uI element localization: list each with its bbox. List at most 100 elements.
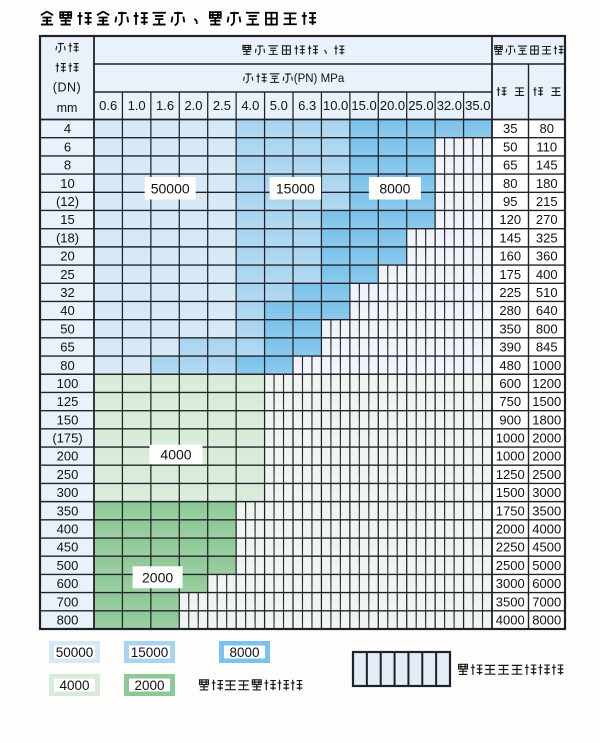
svg-text:2000: 2000 — [142, 569, 173, 585]
svg-text:80: 80 — [540, 121, 554, 136]
svg-text:6: 6 — [64, 139, 71, 154]
svg-text:280: 280 — [499, 303, 521, 318]
svg-text:450: 450 — [57, 540, 79, 555]
svg-text:32: 32 — [60, 285, 74, 300]
svg-text:8: 8 — [64, 158, 71, 173]
svg-text:4000: 4000 — [160, 447, 191, 463]
svg-text:8000: 8000 — [229, 645, 259, 660]
svg-text:10: 10 — [60, 176, 74, 191]
svg-text:2.5: 2.5 — [213, 98, 231, 113]
svg-text:360: 360 — [536, 249, 558, 264]
svg-text:1250: 1250 — [496, 467, 525, 482]
svg-text:3000: 3000 — [532, 485, 561, 500]
svg-text:180: 180 — [536, 176, 558, 191]
svg-text:1000: 1000 — [532, 358, 561, 373]
svg-text:1800: 1800 — [532, 412, 561, 427]
svg-text:15: 15 — [60, 212, 74, 227]
svg-text:1.0: 1.0 — [128, 98, 146, 113]
svg-text:2000: 2000 — [496, 522, 525, 537]
svg-text:700: 700 — [57, 594, 79, 609]
svg-text:350: 350 — [499, 321, 521, 336]
svg-text:50: 50 — [503, 139, 517, 154]
svg-text:80: 80 — [503, 176, 517, 191]
svg-text:800: 800 — [536, 321, 558, 336]
svg-text:4.0: 4.0 — [241, 98, 259, 113]
svg-text:3000: 3000 — [496, 576, 525, 591]
svg-text:270: 270 — [536, 212, 558, 227]
svg-text:80: 80 — [60, 358, 74, 373]
svg-text:3500: 3500 — [496, 594, 525, 609]
svg-text:1000: 1000 — [496, 449, 525, 464]
svg-text:(PN) MPa: (PN) MPa — [294, 73, 345, 85]
svg-text:2250: 2250 — [496, 540, 525, 555]
svg-text:65: 65 — [503, 158, 517, 173]
svg-text:125: 125 — [57, 394, 79, 409]
svg-text:175: 175 — [499, 267, 521, 282]
svg-text:300: 300 — [57, 485, 79, 500]
svg-text:4000: 4000 — [532, 522, 561, 537]
svg-text:325: 325 — [536, 230, 558, 245]
svg-text:200: 200 — [57, 449, 79, 464]
svg-text:2500: 2500 — [532, 467, 561, 482]
svg-text:50000: 50000 — [151, 180, 190, 196]
svg-text:225: 225 — [499, 285, 521, 300]
svg-text:800: 800 — [57, 613, 79, 628]
svg-text:1000: 1000 — [496, 431, 525, 446]
svg-text:400: 400 — [57, 522, 79, 537]
svg-text:(DN): (DN) — [53, 81, 81, 95]
svg-text:7000: 7000 — [532, 594, 561, 609]
svg-text:4500: 4500 — [532, 540, 561, 555]
svg-text:145: 145 — [499, 230, 521, 245]
svg-text:2000: 2000 — [532, 431, 561, 446]
svg-text:390: 390 — [499, 340, 521, 355]
svg-text:6.3: 6.3 — [298, 98, 316, 113]
svg-text:900: 900 — [499, 412, 521, 427]
svg-text:15.0: 15.0 — [351, 98, 376, 113]
svg-text:5000: 5000 — [532, 558, 561, 573]
svg-text:65: 65 — [60, 340, 74, 355]
svg-text:4000: 4000 — [496, 613, 525, 628]
svg-text:120: 120 — [499, 212, 521, 227]
svg-text:1750: 1750 — [496, 503, 525, 518]
svg-text:35: 35 — [503, 121, 517, 136]
svg-text:480: 480 — [499, 358, 521, 373]
svg-text:2000: 2000 — [134, 678, 164, 693]
svg-text:6000: 6000 — [532, 576, 561, 591]
svg-text:600: 600 — [499, 376, 521, 391]
svg-text:2000: 2000 — [532, 449, 561, 464]
svg-text:15000: 15000 — [276, 180, 315, 196]
svg-text:640: 640 — [536, 303, 558, 318]
svg-text:0.6: 0.6 — [99, 98, 117, 113]
svg-text:35.0: 35.0 — [465, 98, 490, 113]
svg-text:8000: 8000 — [379, 180, 410, 196]
svg-text:150: 150 — [57, 412, 79, 427]
svg-text:95: 95 — [503, 194, 517, 209]
svg-text:110: 110 — [536, 139, 557, 154]
svg-text:600: 600 — [57, 576, 79, 591]
svg-text:25.0: 25.0 — [408, 98, 433, 113]
svg-text:50: 50 — [60, 321, 74, 336]
svg-text:500: 500 — [57, 558, 79, 573]
svg-text:3500: 3500 — [532, 503, 561, 518]
svg-text:50000: 50000 — [56, 645, 94, 660]
svg-text:4000: 4000 — [59, 678, 89, 693]
svg-text:1.6: 1.6 — [156, 98, 174, 113]
svg-text:40: 40 — [60, 303, 74, 318]
svg-text:750: 750 — [499, 394, 521, 409]
svg-text:4: 4 — [64, 121, 71, 136]
svg-text:510: 510 — [536, 285, 558, 300]
svg-text:(175): (175) — [52, 431, 82, 446]
svg-text:2.0: 2.0 — [184, 98, 202, 113]
svg-text:250: 250 — [57, 467, 79, 482]
svg-text:10.0: 10.0 — [323, 98, 348, 113]
svg-text:mm: mm — [57, 101, 78, 115]
svg-text:5.0: 5.0 — [270, 98, 288, 113]
svg-text:1200: 1200 — [532, 376, 561, 391]
svg-text:215: 215 — [536, 194, 558, 209]
svg-text:20: 20 — [60, 249, 74, 264]
svg-text:350: 350 — [57, 503, 79, 518]
svg-text:400: 400 — [536, 267, 558, 282]
svg-text:145: 145 — [536, 158, 558, 173]
svg-text:25: 25 — [60, 267, 74, 282]
svg-text:100: 100 — [57, 376, 79, 391]
